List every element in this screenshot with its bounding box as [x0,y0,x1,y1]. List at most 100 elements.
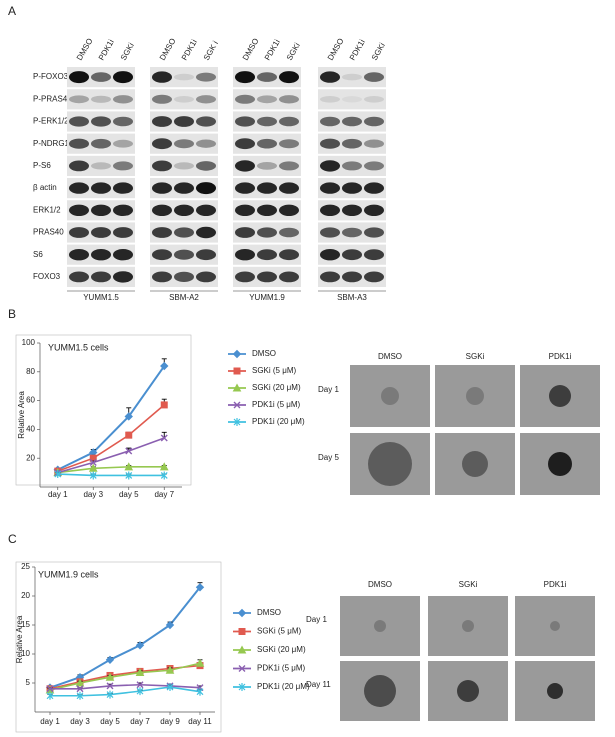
x-tick-label: day 9 [160,717,180,726]
blot-band [320,182,340,194]
blot-band [91,138,111,149]
blot-band [196,249,216,261]
marker [233,418,241,426]
legend-label: PDK1i (20 μM) [252,417,305,426]
marker [75,678,85,687]
blot-band [113,182,133,194]
blot-band [196,204,216,216]
blot-band [342,271,362,283]
blot-band [113,161,133,171]
spheroid [466,387,484,405]
blot-band [320,96,340,103]
blot-row-label: S6 [33,250,43,259]
blot-band [152,182,172,194]
blot-band [91,95,111,103]
y-tick-label: 40 [26,425,35,434]
blot-band [91,249,111,261]
lane-label: DMSO [326,37,346,62]
y-tick-label: 10 [21,649,30,658]
lane-label: SGKi [370,41,387,62]
marker [160,361,169,371]
marker [165,620,175,630]
image-column-label: PDK1i [544,580,567,589]
blot-band [174,139,194,149]
lane-label: PDK1i [97,38,116,62]
blot-band [174,204,194,216]
x-tick-label: day 5 [119,490,139,499]
blot-band [152,138,172,150]
blot-band [113,249,133,261]
blot-band [91,271,111,283]
image-row-label: Day 1 [318,385,339,394]
blot-band [174,116,194,127]
y-tick-label: 60 [26,396,35,405]
legend-label: PDK1i (5 μM) [257,664,306,673]
blot-row-label: P-S6 [33,161,51,170]
cell-line-label: YUMM1.9 [249,293,285,302]
marker [160,401,168,409]
spheroid [457,680,479,702]
lane-label: DMSO [241,37,261,62]
blot-band [196,161,216,171]
blot-band [174,227,194,238]
image-column-label: SGKi [466,352,485,361]
chart-title: YUMM1.9 cells [38,569,99,579]
marker [238,683,246,691]
image-column-label: DMSO [378,352,402,361]
blot-band [113,95,133,104]
blot-band [152,116,172,127]
marker [125,431,133,439]
marker [89,471,97,480]
panel-label: C [8,532,17,546]
legend-label: DMSO [257,608,281,617]
lane-label: DMSO [75,37,95,62]
marker [233,367,241,375]
y-axis-label: Relative Area [15,615,24,663]
legend-label: SGKi (5 μM) [252,366,297,375]
blot-band [91,162,111,170]
blot-band [279,249,299,261]
blot-band [113,139,133,148]
series-line [49,662,201,691]
legend-label: SGKi (20 μM) [252,383,301,392]
blot-band [257,72,277,82]
blot-band [235,227,255,238]
marker [237,608,247,618]
blot-band [364,72,384,82]
blot-band [235,138,255,150]
blot-row-label: FOXO3 [33,272,61,281]
series-line [57,473,165,477]
panel-label: B [8,307,16,321]
spheroid [549,385,571,407]
legend-label: PDK1i (20 μM) [257,682,310,691]
blot-band [91,182,111,194]
blot-band [235,249,255,261]
marker [159,462,169,471]
spheroid [550,621,560,631]
blot-band [320,271,340,283]
blot-band [235,271,255,283]
marker [76,685,84,693]
lane-label: DMSO [158,37,178,62]
x-tick-label: day 7 [154,490,174,499]
blot-band [174,73,194,81]
marker [237,645,247,654]
marker [88,463,98,472]
blot-band [69,227,89,238]
blot-band [174,182,194,194]
blot-row-label: PRAS40 [33,228,64,237]
blot-band [320,249,340,261]
chart-title: YUMM1.5 cells [48,342,109,352]
blot-band [235,94,255,104]
cell-line-label: SBM-A3 [337,293,367,302]
blot-strip [150,155,218,176]
blot-band [257,138,277,149]
blot-band [91,72,111,82]
marker [136,681,144,689]
blot-band [257,227,277,238]
marker [46,685,54,693]
blot-band [279,95,299,104]
blot-band [152,160,172,172]
x-tick-label: day 3 [83,490,103,499]
blot-band [196,182,216,195]
